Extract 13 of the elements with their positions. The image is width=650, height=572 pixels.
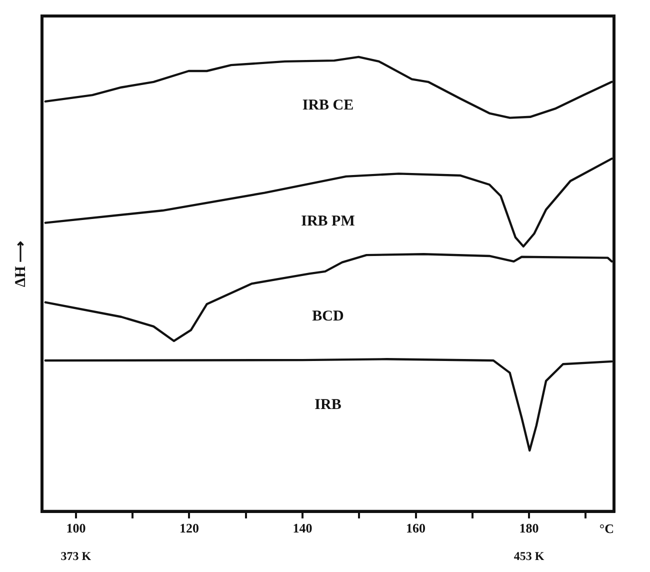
x2-tick-label: 373 K: [60, 548, 92, 563]
x2-tick-label: 453 K: [514, 548, 545, 563]
x-axis-title: °C: [599, 521, 614, 536]
text: IRB: [314, 396, 342, 413]
series-label: IRB PM: [301, 213, 355, 230]
x-tick-label: 120: [180, 520, 199, 536]
text: IRB CE: [302, 97, 354, 114]
x-tick-label: 160: [406, 520, 426, 536]
x-tick-label: 100: [66, 520, 86, 536]
y-axis-title: ΔH ⟶: [12, 240, 29, 288]
x-tick-label: 140: [292, 520, 312, 536]
text: BCD: [312, 308, 344, 324]
x-tick-label: 180: [519, 520, 539, 536]
